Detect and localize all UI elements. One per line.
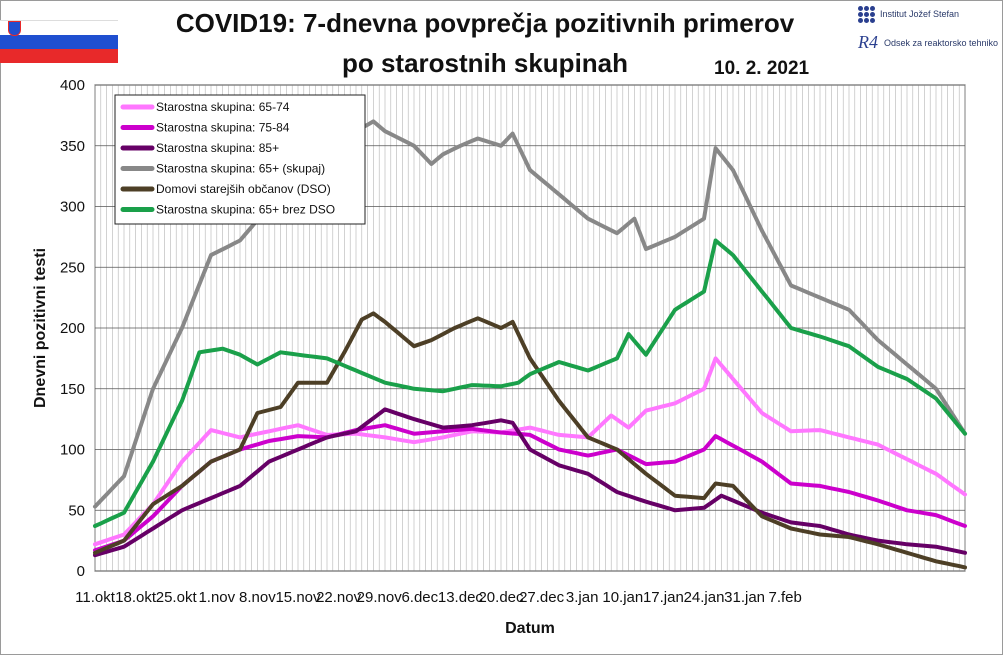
y-tick-label: 400 bbox=[60, 77, 85, 94]
series-line-6 bbox=[93, 238, 967, 528]
series-line-3 bbox=[93, 407, 967, 558]
x-tick-label: 29.nov bbox=[357, 589, 403, 606]
r4-logo-text: Odsek za reaktorsko tehniko bbox=[884, 37, 999, 48]
legend-label-5: Domovi starejših občanov (DSO) bbox=[156, 182, 331, 196]
y-tick-label: 300 bbox=[60, 199, 85, 216]
x-tick-label: 22.nov bbox=[316, 589, 362, 606]
x-tick-label: 8.nov bbox=[239, 589, 276, 606]
x-tick-label: 15.nov bbox=[275, 589, 321, 606]
x-tick-label: 13.dec bbox=[438, 589, 484, 606]
legend-label-3: Starostna skupina: 85+ bbox=[156, 141, 279, 155]
legend-box bbox=[114, 94, 366, 225]
y-tick-label: 150 bbox=[60, 381, 85, 398]
series-line-5 bbox=[93, 311, 967, 570]
x-tick-label: 6.dec bbox=[401, 589, 438, 606]
chart-title-line2: po starostnih skupinah bbox=[341, 48, 629, 78]
x-tick-label: 11.okt bbox=[75, 589, 116, 606]
ijs-dots-icon bbox=[858, 6, 875, 23]
chart-title-line1: COVID19: 7-dnevna povprečja pozitivnih p… bbox=[175, 8, 795, 38]
x-tick-label: 20.dec bbox=[478, 589, 524, 606]
x-tick-label: 7.feb bbox=[769, 589, 802, 606]
ijs-logo: Institut Jožef Stefan bbox=[858, 6, 1003, 23]
x-tick-label: 3.jan bbox=[566, 589, 599, 606]
ijs-logo-text: Institut Jožef Stefan bbox=[880, 9, 960, 19]
x-tick-label: 31.jan bbox=[724, 589, 765, 606]
x-tick-label: 1.nov bbox=[198, 589, 235, 606]
x-tick-label: 10.jan bbox=[602, 589, 643, 606]
slovenian-flag bbox=[0, 20, 118, 63]
series-line-4 bbox=[93, 119, 967, 509]
r4-logo: R4 Odsek za reaktorsko tehniko bbox=[858, 32, 1003, 53]
legend-label-4: Starostna skupina: 65+ (skupaj) bbox=[156, 162, 325, 176]
chart-date: 10. 2. 2021 bbox=[714, 58, 810, 79]
x-tick-label: 24.jan bbox=[684, 589, 725, 606]
x-tick-label: 27.dec bbox=[519, 589, 565, 606]
y-tick-label: 50 bbox=[68, 502, 85, 519]
x-tick-label: 17.jan bbox=[643, 589, 684, 606]
y-axis-title: Dnevni pozitivni testi bbox=[32, 248, 49, 408]
y-tick-label: 100 bbox=[60, 442, 85, 459]
legend-label-2: Starostna skupina: 75-84 bbox=[156, 121, 290, 135]
y-tick-label: 0 bbox=[77, 563, 85, 580]
x-tick-label: 25.okt bbox=[156, 589, 198, 606]
series-line-1 bbox=[93, 356, 967, 547]
y-tick-label: 250 bbox=[60, 259, 85, 276]
institute-logos: Institut Jožef Stefan R4 Odsek za reakto… bbox=[858, 6, 1003, 66]
x-tick-label: 18.okt bbox=[115, 589, 157, 606]
legend-label-1: Starostna skupina: 65-74 bbox=[156, 100, 290, 114]
coat-of-arms-icon bbox=[8, 21, 21, 36]
x-axis-title: Datum bbox=[505, 620, 555, 637]
r4-mark: R4 bbox=[858, 32, 878, 52]
y-tick-label: 350 bbox=[60, 138, 85, 155]
legend-label-6: Starostna skupina: 65+ brez DSO bbox=[156, 203, 335, 217]
y-tick-label: 200 bbox=[60, 320, 85, 337]
